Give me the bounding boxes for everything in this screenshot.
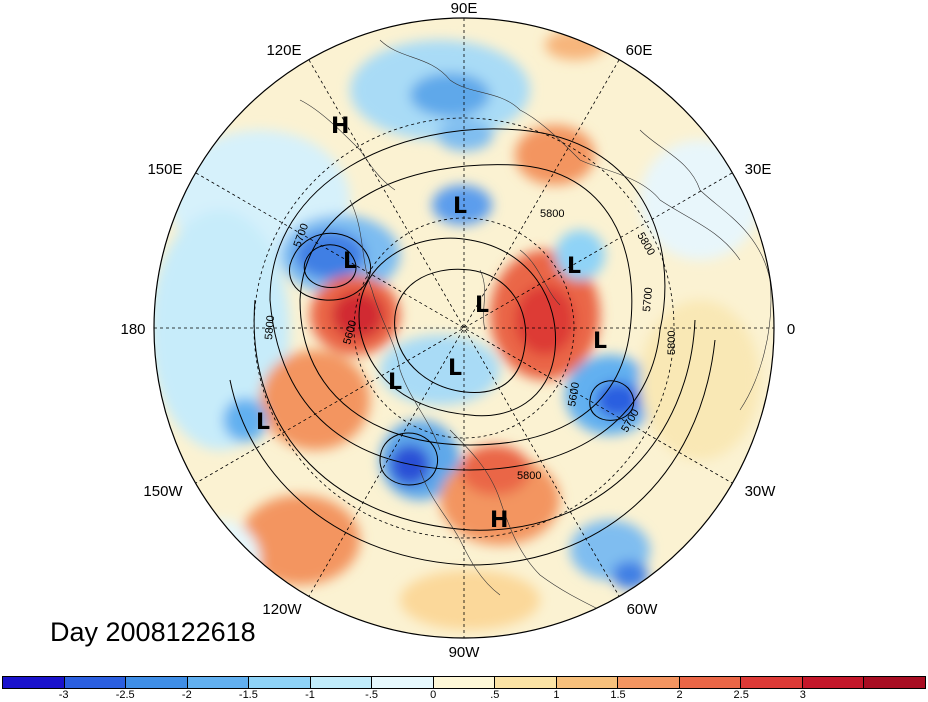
colorbar-swatch	[741, 677, 803, 688]
colorbar-tick-label: 2.5	[733, 689, 749, 701]
low-pressure-marker: L	[448, 356, 462, 381]
low-pressure-marker: L	[567, 254, 581, 279]
colorbar-swatch	[249, 677, 311, 688]
colorbar-tick-label: 1	[553, 689, 560, 701]
high-pressure-marker: H	[490, 508, 508, 533]
lon-label-120w: 120W	[262, 601, 302, 618]
contour-label: 5700	[641, 287, 655, 312]
lon-label-120e: 120E	[266, 42, 301, 59]
colorbar-swatch	[64, 677, 127, 688]
day-label: Day 2008122618	[50, 617, 256, 647]
coastlines	[299, 39, 772, 611]
colorbar-tick-label: .5	[490, 689, 500, 701]
colorbar-swatch	[433, 677, 496, 688]
colorbar-tick-label: 0	[430, 689, 437, 701]
lon-label-90w: 90W	[449, 644, 481, 661]
colorbar-swatch	[864, 677, 925, 688]
colorbar-swatch	[802, 677, 865, 688]
colorbar-swatch	[556, 677, 619, 688]
contour-label: 5800	[666, 331, 678, 355]
low-pressure-marker: L	[388, 370, 402, 395]
low-pressure-marker: L	[256, 410, 270, 435]
lon-label-30w: 30W	[745, 483, 777, 500]
anomaly-field	[154, 18, 774, 638]
colorbar-tick-label: 2	[676, 689, 683, 701]
high-pressure-marker: H	[331, 114, 349, 139]
colorbar-tick-label: -2.5	[115, 689, 135, 701]
longitude-labels: 90E 60E 30E 0 30W 60W 90W 120W 150W 180 …	[120, 0, 795, 661]
lon-label-90e: 90E	[451, 0, 478, 17]
map-boundary	[153, 17, 775, 639]
lon-label-30e: 30E	[745, 161, 772, 178]
lon-label-60e: 60E	[626, 42, 653, 59]
colorbar-tick-label: -2	[181, 689, 192, 701]
lon-label-150e: 150E	[147, 161, 182, 178]
colorbar-swatch	[495, 677, 557, 688]
contour-label: 5800	[263, 315, 277, 340]
low-pressure-marker: L	[593, 329, 607, 354]
colorbar-tick-label: 3	[799, 689, 806, 701]
colorbar-swatch	[372, 677, 434, 688]
colorbar-swatch	[126, 677, 188, 688]
colorbar-swatch	[618, 677, 680, 688]
low-pressure-marker: L	[475, 293, 489, 318]
low-pressure-marker: L	[453, 194, 467, 219]
colorbar-swatch	[679, 677, 742, 688]
lon-label-150w: 150W	[143, 483, 183, 500]
lon-label-60w: 60W	[627, 601, 659, 618]
lon-label-180: 180	[120, 321, 145, 338]
graticule	[154, 18, 774, 638]
contour-label: 5800	[517, 470, 541, 482]
colorbar-tick-label: -1.5	[238, 689, 258, 701]
colorbar-tick-label: 1.5	[610, 689, 626, 701]
lon-label-0: 0	[787, 321, 795, 338]
colorbar-tick-label: -1	[305, 689, 315, 701]
contour-label: 5600	[566, 381, 582, 407]
colorbar-tick-label: -3	[58, 689, 69, 701]
height-contours	[229, 128, 716, 566]
colorbar-tick-label: -.5	[365, 689, 379, 701]
colorbar-ticks: -3 -2.5 -2 -1.5 -1 -.5 0 .5 1 1.5 2 2.5 3	[2, 689, 926, 702]
colorbar-swatch	[187, 677, 250, 688]
colorbar-swatch	[310, 677, 373, 688]
colorbar-swatch	[3, 677, 65, 688]
contour-label: 5800	[540, 208, 564, 220]
pressure-systems: H L L L L L L L L H	[256, 114, 607, 533]
low-pressure-marker: L	[343, 249, 357, 274]
colorbar	[2, 676, 926, 689]
